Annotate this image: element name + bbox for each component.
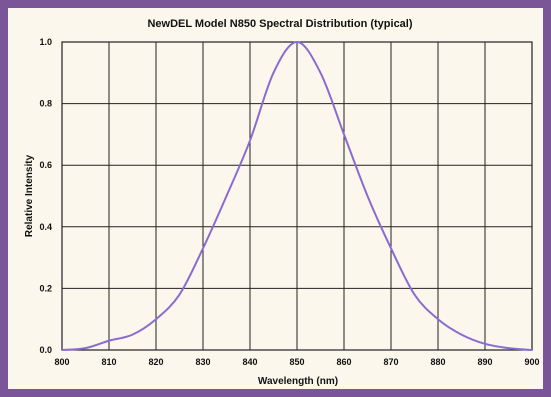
y-tick-label: 0.2 [39,283,52,293]
y-axis-label: Relative Intensity [24,154,35,237]
x-tick-label: 830 [195,357,210,367]
x-tick-label: 860 [336,357,351,367]
x-tick-label: 810 [101,357,116,367]
x-tick-label: 840 [242,357,257,367]
grid-layer [61,41,533,351]
y-tick-label: 1.0 [39,37,52,47]
x-tick-label: 820 [148,357,163,367]
chart-panel [8,8,543,389]
y-tick-label: 0.8 [39,99,52,109]
series-layer [61,40,533,351]
x-tick-label: 880 [430,357,445,367]
tick-layer: 800 810 820 830 840 850 860 870 880 890 900 0.0 0.2 0… [39,37,539,367]
y-tick-label: 0.4 [39,222,52,232]
y-tick-label: 0.6 [39,160,52,170]
y-tick-label: 0.0 [39,345,52,355]
x-axis-label: Wavelength (nm) [258,376,338,387]
x-tick-label: 900 [524,357,539,367]
x-tick-label: 870 [383,357,398,367]
chart-title: NewDEL Model N850 Spectral Distribution … [147,18,412,30]
x-tick-label: 850 [289,357,304,367]
series-line [61,40,533,351]
x-tick-label: 800 [54,357,69,367]
x-tick-label: 890 [477,357,492,367]
